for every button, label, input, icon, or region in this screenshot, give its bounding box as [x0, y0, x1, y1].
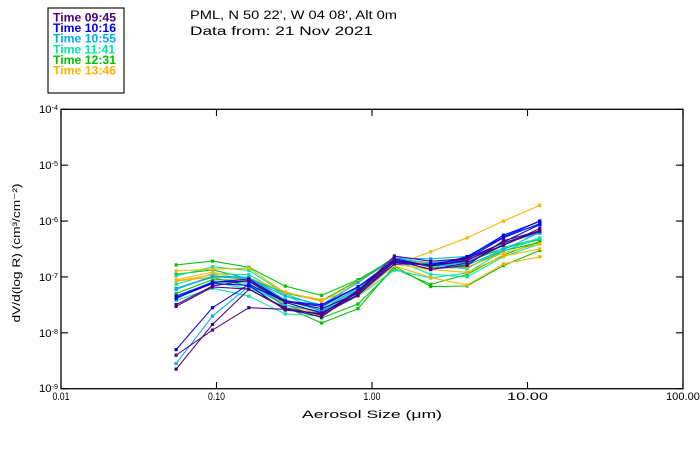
svg-text:PML, N 50 22', W 04 08', Alt 0: PML, N 50 22', W 04 08', Alt 0m: [190, 10, 397, 22]
svg-text:10.00: 10.00: [507, 391, 548, 403]
svg-text:1.00: 1.00: [364, 391, 381, 403]
svg-text:0.10: 0.10: [208, 391, 225, 403]
svg-text:0.01: 0.01: [53, 391, 70, 403]
svg-text:Data from: 21 Nov 2021: Data from: 21 Nov 2021: [190, 26, 373, 38]
svg-text:Time 13:46: Time 13:46: [53, 66, 116, 78]
svg-text:dV/d(log R) (cm³/cm⁻²): dV/d(log R) (cm³/cm⁻²): [11, 184, 23, 323]
svg-text:100.00: 100.00: [666, 391, 700, 403]
svg-text:Aerosol Size (μm): Aerosol Size (μm): [302, 409, 442, 421]
